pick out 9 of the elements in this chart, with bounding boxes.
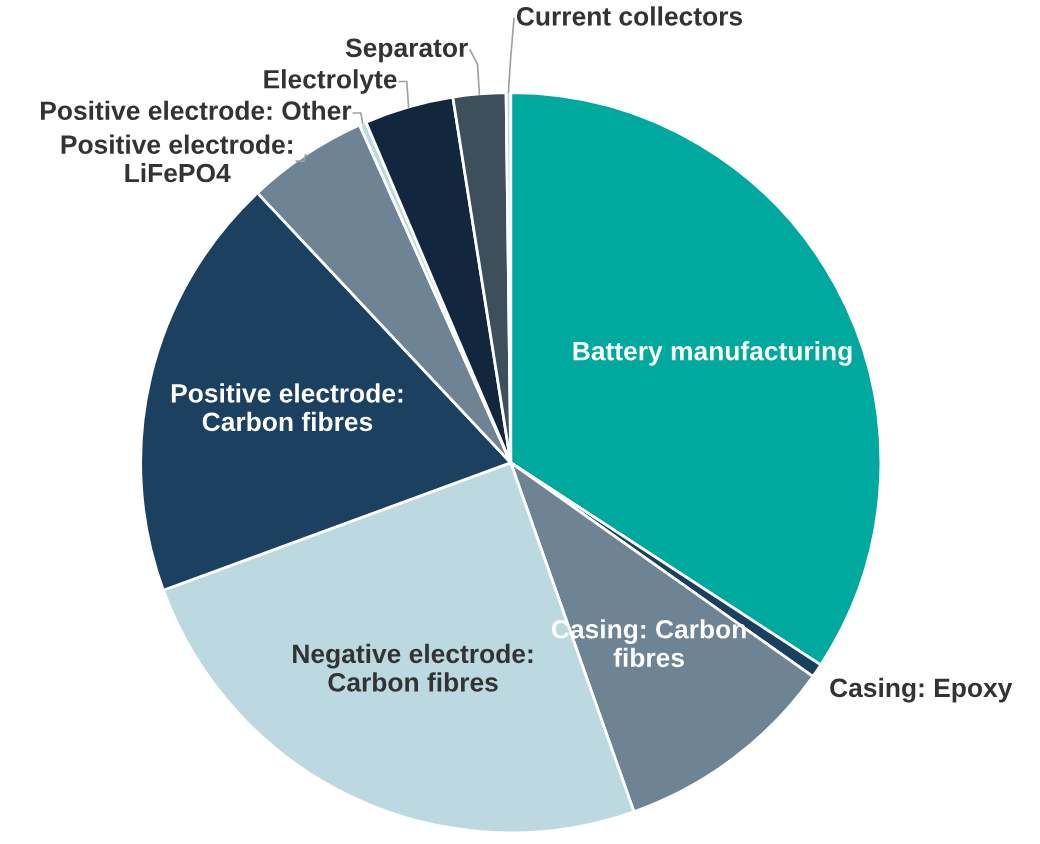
- slice-label: Positive electrode: LiFePO4: [61, 134, 292, 183]
- slice-label: Separator: [345, 38, 468, 63]
- slice-label: Electrolyte: [264, 69, 397, 94]
- slice-label: Battery manufacturing: [573, 341, 852, 366]
- slice-label: Positive electrode: Carbon fibres: [171, 383, 403, 432]
- slice-label: Positive electrode: Other: [41, 100, 352, 121]
- slice-label: Current collectors: [516, 6, 743, 26]
- slice-label: Negative electrode: Carbon fibres: [293, 643, 533, 692]
- slice-label: Casing: Epoxy: [830, 677, 1013, 703]
